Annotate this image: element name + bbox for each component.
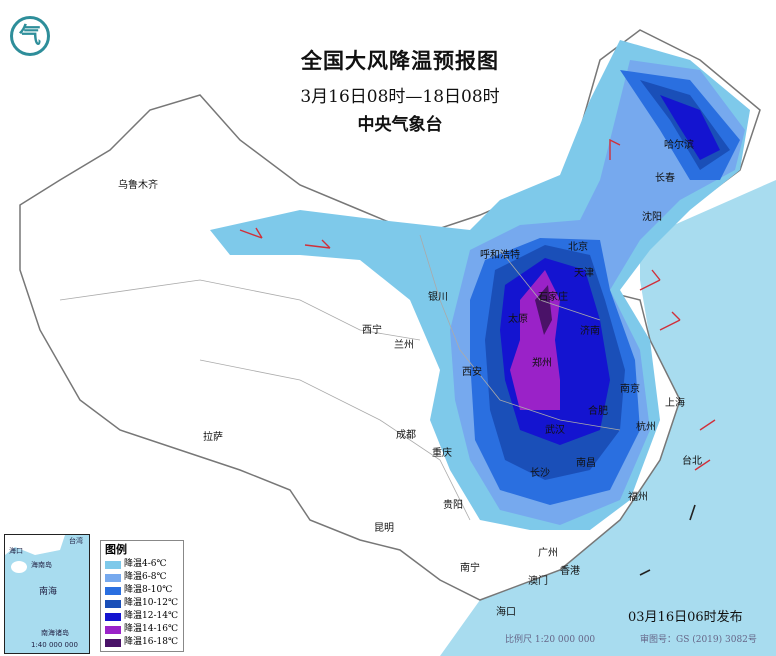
city-label: 西安 [462, 367, 482, 378]
zone-16-18 [535, 285, 552, 335]
inset-label: 南海 [39, 587, 58, 597]
city-label: 银川 [428, 292, 448, 303]
city-label: 呼和浩特 [480, 250, 520, 261]
inset-label: 海口 [9, 547, 23, 555]
publish-time: 03月16日06时发布 [628, 610, 743, 625]
legend-item: 降温12-14℃ [105, 610, 179, 623]
issuer: 中央气象台 [357, 115, 443, 135]
city-label: 海口 [496, 607, 516, 618]
city-label: 昆明 [374, 523, 394, 534]
legend-item: 降温4-6℃ [105, 558, 179, 571]
legend-label: 降温16-18℃ [124, 637, 179, 647]
city-label: 合肥 [588, 406, 608, 417]
city-label: 沈阳 [642, 212, 662, 223]
forecast-period: 3月16日08时—18日08时 [300, 87, 500, 107]
legend-title: 图例 [105, 543, 127, 556]
city-label: 南京 [620, 384, 640, 395]
city-label: 郑州 [532, 358, 552, 369]
legend-item: 降温14-16℃ [105, 623, 179, 636]
city-label: 贵阳 [443, 500, 463, 511]
legend-item: 降温16-18℃ [105, 636, 179, 649]
inset-label: 南海诸岛 [41, 629, 69, 637]
legend-label: 降温4-6℃ [124, 559, 167, 569]
legend-item: 降温8-10℃ [105, 584, 179, 597]
city-label: 上海 [665, 398, 685, 409]
city-label: 石家庄 [538, 292, 568, 303]
legend-item: 降温10-12℃ [105, 597, 179, 610]
inset-label: 海南岛 [31, 561, 52, 569]
legend-swatch [105, 586, 121, 595]
city-label: 西宁 [362, 325, 382, 336]
city-label: 太原 [508, 314, 528, 325]
city-label: 台北 [682, 456, 702, 467]
city-label: 广州 [538, 548, 558, 559]
map-scale: 比例尺 1:20 000 000 [505, 635, 596, 645]
legend-label: 降温6-8℃ [124, 572, 167, 582]
inset-scale: 1:40 000 000 [31, 641, 78, 649]
city-label: 福州 [628, 492, 648, 503]
city-label: 长春 [655, 173, 675, 184]
legend-swatch [105, 612, 121, 621]
approval-number: 审图号：GS (2019) 3082号 [640, 635, 757, 645]
legend-label: 降温12-14℃ [124, 611, 179, 621]
legend-swatch [105, 599, 121, 608]
province-borders [59, 234, 621, 521]
city-label: 武汉 [545, 425, 565, 436]
legend-label: 降温14-16℃ [124, 624, 179, 634]
wind-arrows [639, 504, 696, 576]
city-label: 长沙 [530, 468, 550, 479]
wind-barbs [239, 138, 716, 471]
legend: 图例 降温4-6℃ 降温6-8℃ 降温8-10℃ 降温10-12℃ 降温12-14℃ 降温… [100, 540, 184, 652]
cooling-zones [210, 40, 750, 530]
cma-logo-icon: 气 [10, 16, 50, 56]
city-label: 成都 [396, 430, 416, 441]
city-label: 南宁 [460, 563, 480, 574]
city-label: 重庆 [432, 448, 452, 459]
city-label: 南昌 [576, 458, 596, 469]
legend-swatch [105, 638, 121, 647]
legend-item: 降温6-8℃ [105, 571, 179, 584]
city-label: 杭州 [636, 422, 656, 433]
city-label: 乌鲁木齐 [118, 180, 158, 191]
map-title: 全国大风降温预报图 [301, 49, 499, 73]
city-label: 澳门 [528, 576, 548, 587]
city-label: 兰州 [394, 340, 414, 351]
legend-swatch [105, 560, 121, 569]
city-label: 香港 [560, 566, 580, 577]
city-label: 北京 [568, 242, 588, 253]
inset-label: 台湾 [69, 537, 83, 545]
legend-swatch [105, 625, 121, 634]
city-label: 哈尔滨 [664, 140, 694, 151]
south-china-sea-inset: 海口 海南岛 台湾 南海 南海诸岛 1:40 000 000 [4, 534, 90, 654]
city-label: 济南 [580, 326, 600, 337]
city-label: 拉萨 [203, 432, 223, 443]
sea [440, 180, 776, 656]
legend-label: 降温10-12℃ [124, 598, 179, 608]
legend-swatch [105, 573, 121, 582]
legend-label: 降温8-10℃ [124, 585, 173, 595]
city-label: 天津 [574, 268, 594, 279]
